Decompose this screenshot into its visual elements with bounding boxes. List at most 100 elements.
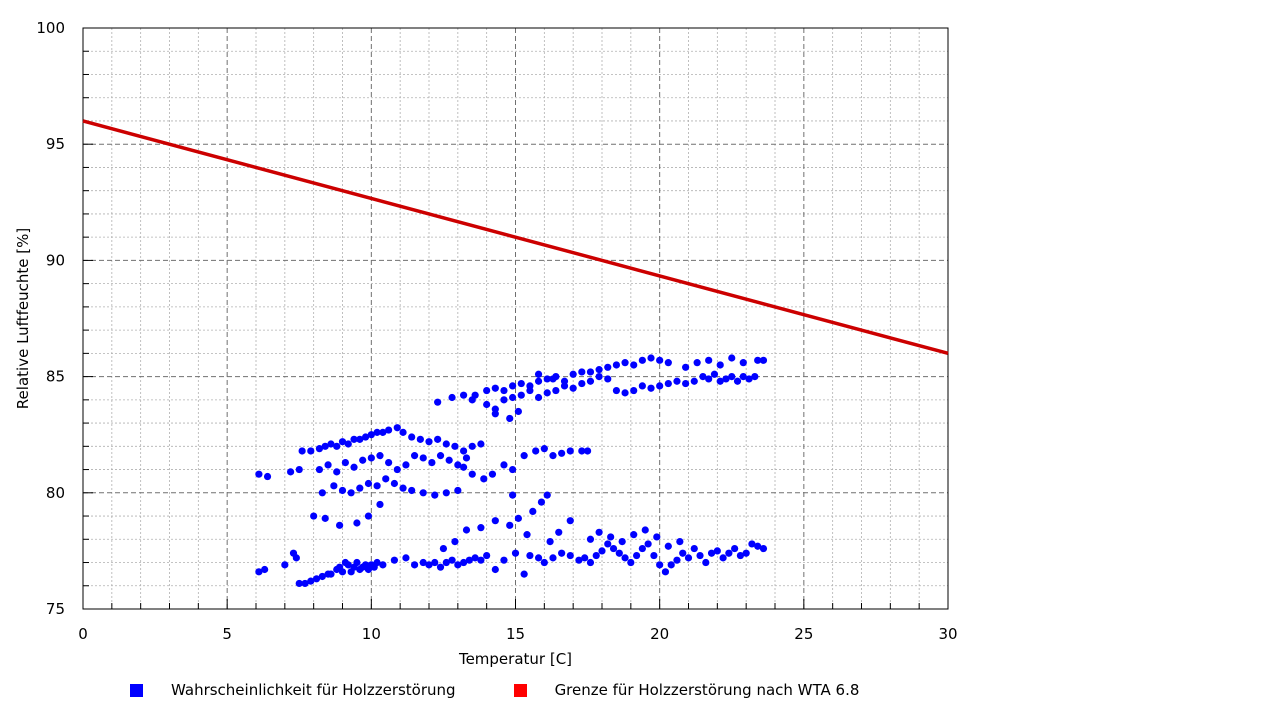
data-point	[682, 363, 690, 371]
data-point	[419, 454, 427, 462]
data-point	[379, 561, 387, 569]
y-tick-label: 100	[36, 19, 65, 37]
data-point	[318, 489, 326, 497]
data-point	[315, 465, 324, 474]
data-point	[353, 519, 361, 527]
data-point	[460, 558, 468, 567]
y-tick-label: 80	[46, 484, 65, 502]
data-point	[638, 382, 646, 390]
data-point	[615, 549, 623, 557]
legend-label-scatter: Wahrscheinlichkeit für Holzzerstörung	[171, 681, 456, 699]
data-point	[509, 465, 517, 474]
data-point	[595, 366, 603, 374]
data-point	[520, 570, 528, 578]
data-point	[558, 549, 566, 557]
y-tick-label: 85	[46, 368, 65, 386]
data-point	[598, 547, 606, 555]
data-point	[408, 433, 416, 441]
data-point	[509, 382, 517, 390]
data-point	[491, 565, 499, 574]
legend-item-line: Grenze für Holzzerstörung nach WTA 6.8	[513, 681, 859, 699]
data-point	[540, 445, 548, 453]
data-point	[719, 554, 727, 562]
data-point	[705, 356, 713, 364]
data-point	[292, 554, 300, 562]
data-point	[356, 484, 364, 492]
x-tick-label: 15	[506, 625, 525, 643]
data-point	[483, 551, 491, 560]
data-point	[353, 558, 361, 567]
data-point	[373, 428, 381, 436]
data-point	[733, 377, 742, 385]
data-point	[728, 373, 736, 381]
data-point	[693, 359, 701, 367]
data-point	[630, 361, 638, 369]
data-point	[558, 449, 566, 457]
data-point	[543, 389, 551, 397]
data-point	[318, 572, 326, 581]
data-point	[627, 558, 635, 567]
data-point	[385, 458, 393, 467]
data-point	[477, 556, 485, 564]
data-point	[408, 486, 416, 495]
data-point	[341, 458, 349, 467]
data-point	[534, 554, 543, 562]
data-point	[710, 370, 719, 378]
data-point	[716, 361, 724, 369]
data-point	[460, 391, 468, 399]
data-point	[338, 486, 347, 495]
data-point	[540, 558, 548, 567]
data-point	[336, 521, 344, 529]
data-point	[454, 461, 462, 469]
data-point	[667, 561, 675, 569]
legend-item-scatter: Wahrscheinlichkeit für Holzzerstörung	[130, 681, 456, 699]
data-point	[751, 373, 759, 381]
data-point	[552, 386, 560, 395]
data-point	[739, 373, 747, 381]
data-point	[511, 549, 520, 557]
data-point	[612, 386, 621, 395]
data-point	[431, 491, 439, 499]
data-point	[379, 428, 387, 436]
data-point	[390, 479, 398, 488]
data-point	[367, 454, 375, 462]
data-point	[526, 551, 534, 560]
data-point	[315, 445, 324, 453]
data-point	[520, 452, 528, 460]
data-point	[526, 386, 534, 395]
data-point	[462, 526, 471, 534]
data-point	[532, 447, 540, 455]
tick-labels: 0 5 10 15 20 25 30 75 80 85 90 95 100	[36, 19, 957, 643]
data-point	[586, 535, 595, 543]
data-point	[641, 526, 649, 534]
data-point	[748, 540, 756, 548]
data-point	[491, 384, 499, 392]
data-point	[327, 440, 335, 448]
data-point	[690, 544, 698, 553]
data-point	[399, 484, 407, 492]
data-point	[261, 565, 269, 574]
data-point	[506, 414, 514, 423]
data-point	[321, 442, 329, 450]
data-point	[468, 470, 476, 478]
data-point	[255, 568, 263, 576]
data-point	[255, 470, 263, 478]
data-point	[566, 551, 574, 560]
data-point	[638, 356, 646, 364]
data-point	[439, 544, 448, 553]
data-point	[534, 377, 543, 385]
data-point	[338, 568, 347, 576]
data-point	[523, 531, 531, 539]
x-tick-label: 10	[362, 625, 381, 643]
data-point	[442, 440, 450, 448]
data-point	[673, 556, 681, 564]
data-point	[509, 491, 517, 499]
data-point	[514, 407, 522, 416]
data-point	[327, 570, 335, 578]
data-point	[604, 540, 612, 548]
data-point	[410, 452, 419, 460]
data-point	[367, 431, 375, 439]
data-point	[333, 442, 341, 450]
data-point	[393, 424, 401, 432]
